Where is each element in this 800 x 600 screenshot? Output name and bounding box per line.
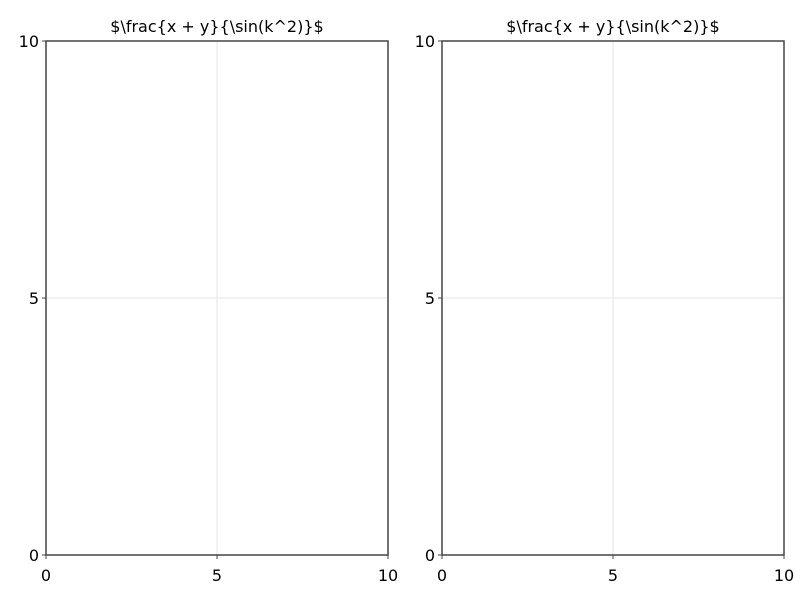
x-tick-label: 0 — [41, 566, 51, 585]
x-tick-label: 0 — [437, 566, 447, 585]
x-tick-label: 10 — [774, 566, 794, 585]
y-tick-label: 5 — [29, 289, 39, 308]
x-tick-label: 10 — [378, 566, 398, 585]
x-tick-label: 5 — [608, 566, 618, 585]
chart-title-2: $\frac{x + y}{\sin(k^2)}$ — [506, 17, 719, 36]
y-tick-label: 0 — [29, 546, 39, 565]
x-tick-label: 5 — [212, 566, 222, 585]
y-tick-label: 0 — [425, 546, 435, 565]
y-tick-label: 5 — [425, 289, 435, 308]
y-tick-label: 10 — [19, 32, 39, 51]
y-tick-label: 10 — [415, 32, 435, 51]
chart-title-1: $\frac{x + y}{\sin(k^2)}$ — [110, 17, 323, 36]
